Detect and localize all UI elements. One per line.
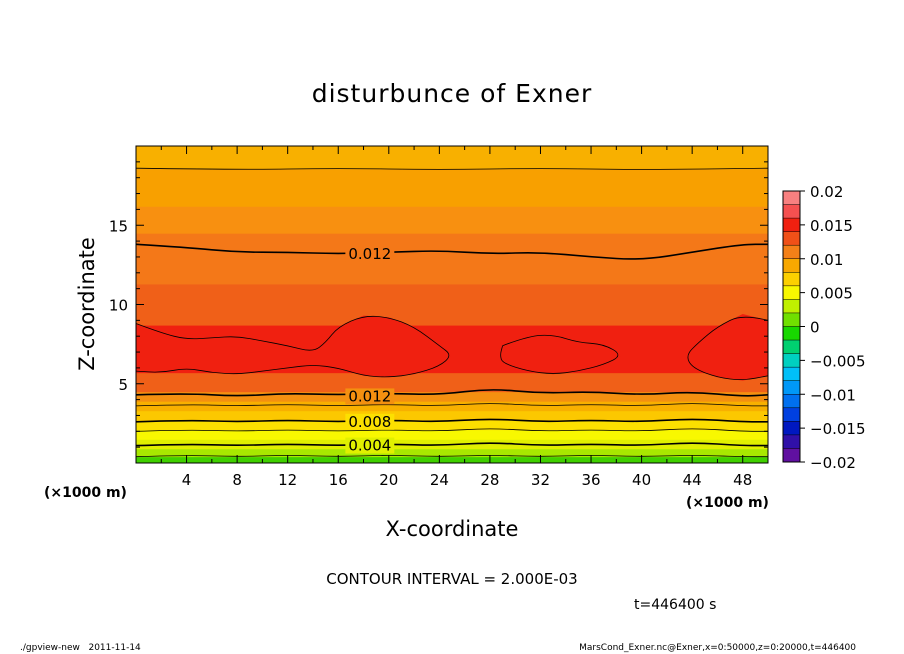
colorbar-swatch-3 (783, 231, 800, 246)
colorbar-tick-label-7: −0.015 (810, 420, 866, 438)
colorbar-swatch-16 (783, 407, 800, 422)
y-axis: 5 10 15 (109, 161, 768, 448)
color-band-12 (136, 206, 768, 234)
contour-labels: 0.012 0.012 0.008 0.004 (345, 245, 395, 455)
colorbar-swatch-9 (783, 312, 800, 327)
color-band-3 (136, 429, 768, 440)
colorbar-tick-label-4: 0 (810, 319, 820, 337)
colorbar-swatch-19 (783, 448, 800, 463)
x-tick-label-4: 20 (379, 471, 398, 489)
x-axis: 4 8 12 16 20 24 28 32 36 40 44 48 (160, 146, 752, 489)
contour-label-3: 0.004 (348, 437, 391, 455)
colorbar-tick-label-2: 0.01 (810, 251, 843, 269)
contour-line-3 (135, 418, 768, 423)
time-text: t=446400 s (634, 597, 716, 613)
contour-label-1: 0.012 (348, 387, 391, 405)
colorbar-swatch-5 (783, 258, 800, 273)
y-tick-label-1: 10 (109, 297, 128, 315)
x-tick-label-8: 36 (581, 471, 600, 489)
contour-label-bg-2 (345, 413, 395, 430)
color-band-0 (136, 456, 768, 464)
colorbar-swatch-8 (783, 299, 800, 314)
footer-right: MarsCond_Exner.nc@Exner,x=0:50000,z=0:20… (579, 643, 856, 653)
x-tick-label-9: 40 (632, 471, 651, 489)
contour-label-bg-1 (345, 388, 395, 405)
x-tick-label-0: 4 (182, 471, 192, 489)
color-band-6 (136, 401, 768, 412)
y-axis-label: Z-coordinate (75, 237, 99, 371)
colorbar-swatch-1 (783, 204, 800, 219)
chart-title: disturbunce of Exner (312, 79, 593, 108)
colorbar-tick-label-1: 0.015 (810, 217, 853, 235)
colorbar-swatch-0 (783, 191, 800, 205)
y-tick-label-2: 15 (109, 217, 128, 235)
colorbar-swatch-12 (783, 353, 800, 368)
colorbar-tick-label-6: −0.01 (810, 386, 856, 404)
plot-area: 0.012 0.012 0.008 0.004 (135, 145, 769, 464)
x-tick-label-6: 28 (480, 471, 499, 489)
x-axis-label: X-coordinate (386, 517, 519, 541)
x-tick-label-10: 44 (683, 471, 702, 489)
color-bands (136, 146, 768, 464)
color-region-0 (136, 315, 452, 378)
colorbar-swatch-15 (783, 394, 800, 409)
x-tick-label-3: 16 (329, 471, 348, 489)
colorbar-swatch-17 (783, 421, 800, 436)
contour-line-7 (135, 315, 450, 378)
colorbar-swatch-4 (783, 245, 800, 260)
color-band-5 (136, 410, 768, 421)
color-band-4 (136, 420, 768, 431)
colorbar-tick-label-8: −0.02 (810, 454, 856, 472)
contour-line-8 (500, 334, 619, 374)
colorbar-swatch-13 (783, 367, 800, 381)
contour-line-0 (135, 243, 768, 260)
contour-line-9 (687, 316, 769, 381)
color-band-1 (136, 448, 768, 458)
x-tick-label-1: 8 (232, 471, 242, 489)
contour-line-2 (135, 403, 768, 407)
contour-line-4 (135, 428, 768, 432)
y-tick-label-0: 5 (118, 376, 128, 394)
contour-interval-text: CONTOUR INTERVAL = 2.000E-03 (326, 570, 577, 588)
color-region-2 (685, 314, 768, 381)
x-tick-label-11: 48 (733, 471, 752, 489)
x-tick-label-2: 12 (278, 471, 297, 489)
colorbar-swatch-11 (783, 340, 800, 354)
colorbar-swatch-6 (783, 272, 800, 287)
color-band-7 (136, 391, 768, 402)
contour-label-bg-0 (345, 245, 395, 262)
footer-left: ./gpview-new 2011-11-14 (20, 643, 141, 653)
colorbar-swatch-10 (783, 326, 800, 341)
contour-line-5 (135, 442, 768, 447)
contour-lines (135, 167, 769, 458)
x-tick-label-5: 24 (430, 471, 449, 489)
color-band-11 (136, 233, 768, 285)
contour-line-1 (135, 389, 769, 397)
colorbar-swatch-18 (783, 434, 800, 449)
contour-line-6 (135, 455, 768, 458)
x-tick-label-7: 32 (531, 471, 550, 489)
color-regions (136, 314, 768, 381)
contour-label-2: 0.008 (348, 413, 391, 431)
color-band-8 (136, 372, 768, 393)
contour-label-0: 0.012 (348, 245, 391, 263)
color-band-14 (136, 146, 768, 169)
colorbar-swatch-14 (783, 380, 800, 395)
colorbar-swatch-7 (783, 285, 800, 300)
x-unit-left: (×1000 m) (44, 485, 127, 501)
contour-line-10 (135, 167, 769, 170)
color-region-1 (500, 334, 623, 375)
colorbar-tick-label-3: 0.005 (810, 285, 853, 303)
contour-label-bg-3 (345, 437, 395, 454)
colorbar: 0.02 0.015 0.01 0.005 0 −0.005 −0.01 −0.015 −0.0… (782, 183, 866, 472)
color-band-13 (136, 168, 768, 207)
color-band-10 (136, 283, 768, 326)
colorbar-tick-label-0: 0.02 (810, 183, 843, 201)
x-unit-right: (×1000 m) (686, 495, 769, 511)
colorbar-swatch-2 (783, 218, 800, 232)
colorbar-tick-label-5: −0.005 (810, 352, 866, 370)
